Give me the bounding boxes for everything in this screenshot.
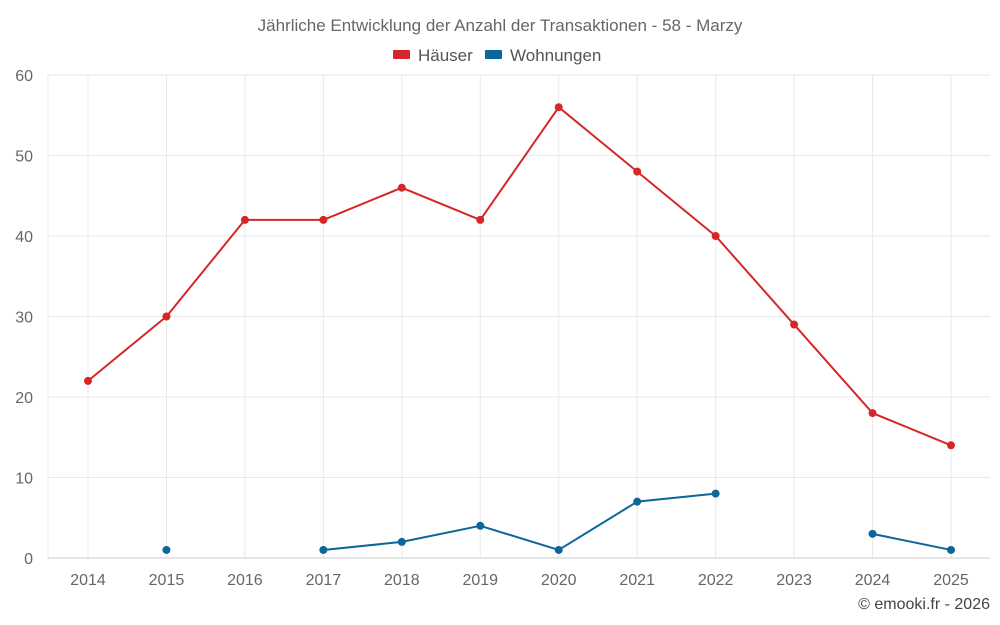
data-point-haeuser[interactable] [162,312,171,321]
data-point-haeuser[interactable] [633,167,642,176]
series-line-wohnungen [872,532,952,551]
y-axis: 0 10 20 30 40 50 60 [15,68,33,568]
data-point-wohnungen[interactable] [947,545,955,554]
data-point-haeuser[interactable] [790,320,799,329]
data-point-wohnungen[interactable] [397,537,406,546]
y-tick-label: 10 [15,471,33,488]
grid [47,74,990,559]
credit-text: © emooki.fr - 2026 [858,596,990,613]
series-haeuser [84,103,955,450]
y-tick-label: 50 [15,149,33,166]
legend-label-wohnungen: Wohnungen [510,46,601,65]
series-line-haeuser [87,106,952,447]
x-tick-label: 2020 [541,572,577,589]
data-point-haeuser[interactable] [397,183,406,192]
y-tick-label: 60 [15,68,33,85]
legend-item-haeuser[interactable]: Häuser [393,46,473,65]
legend-item-wohnungen[interactable]: Wohnungen [485,46,601,65]
data-point-wohnungen[interactable] [162,545,171,554]
chart-title: Jährliche Entwicklung der Anzahl der Tra… [258,16,743,35]
data-point-wohnungen[interactable] [868,529,877,538]
data-point-wohnungen[interactable] [319,545,328,554]
series-layer [84,103,955,554]
y-tick-label: 20 [15,390,33,407]
y-tick-label: 40 [15,229,33,246]
data-point-haeuser[interactable] [476,215,485,224]
x-tick-label: 2023 [776,572,812,589]
x-tick-label: 2024 [855,572,891,589]
x-tick-label: 2017 [306,572,342,589]
y-tick-label: 30 [15,310,33,327]
legend: Häuser Wohnungen [393,46,601,65]
legend-swatch-haeuser [393,50,410,59]
x-tick-label: 2021 [619,572,655,589]
x-tick-label: 2014 [70,572,106,589]
data-point-haeuser[interactable] [319,215,328,224]
x-tick-label: 2016 [227,572,263,589]
legend-swatch-wohnungen [485,50,502,59]
x-tick-label: 2019 [462,572,498,589]
data-point-haeuser[interactable] [84,376,92,385]
data-point-wohnungen[interactable] [711,489,720,498]
data-point-wohnungen[interactable] [476,521,485,530]
data-point-haeuser[interactable] [711,232,720,240]
x-tick-label: 2018 [384,572,420,589]
x-tick-label: 2025 [933,572,969,589]
x-tick-label: 2015 [149,572,185,589]
data-point-haeuser[interactable] [554,103,563,112]
data-point-haeuser[interactable] [868,409,877,418]
series-wohnungen [162,489,955,554]
data-point-haeuser[interactable] [240,215,249,224]
y-tick-label: 0 [24,551,33,568]
data-point-wohnungen[interactable] [633,497,642,506]
x-axis: 2014 2015 2016 2017 2018 2019 2020 2021 2022 2023… [70,572,969,589]
data-point-wohnungen[interactable] [554,545,563,554]
data-point-haeuser[interactable] [947,441,955,450]
series-line-wohnungen [323,492,716,551]
x-tick-label: 2022 [698,572,734,589]
legend-label-haeuser: Häuser [418,46,473,65]
